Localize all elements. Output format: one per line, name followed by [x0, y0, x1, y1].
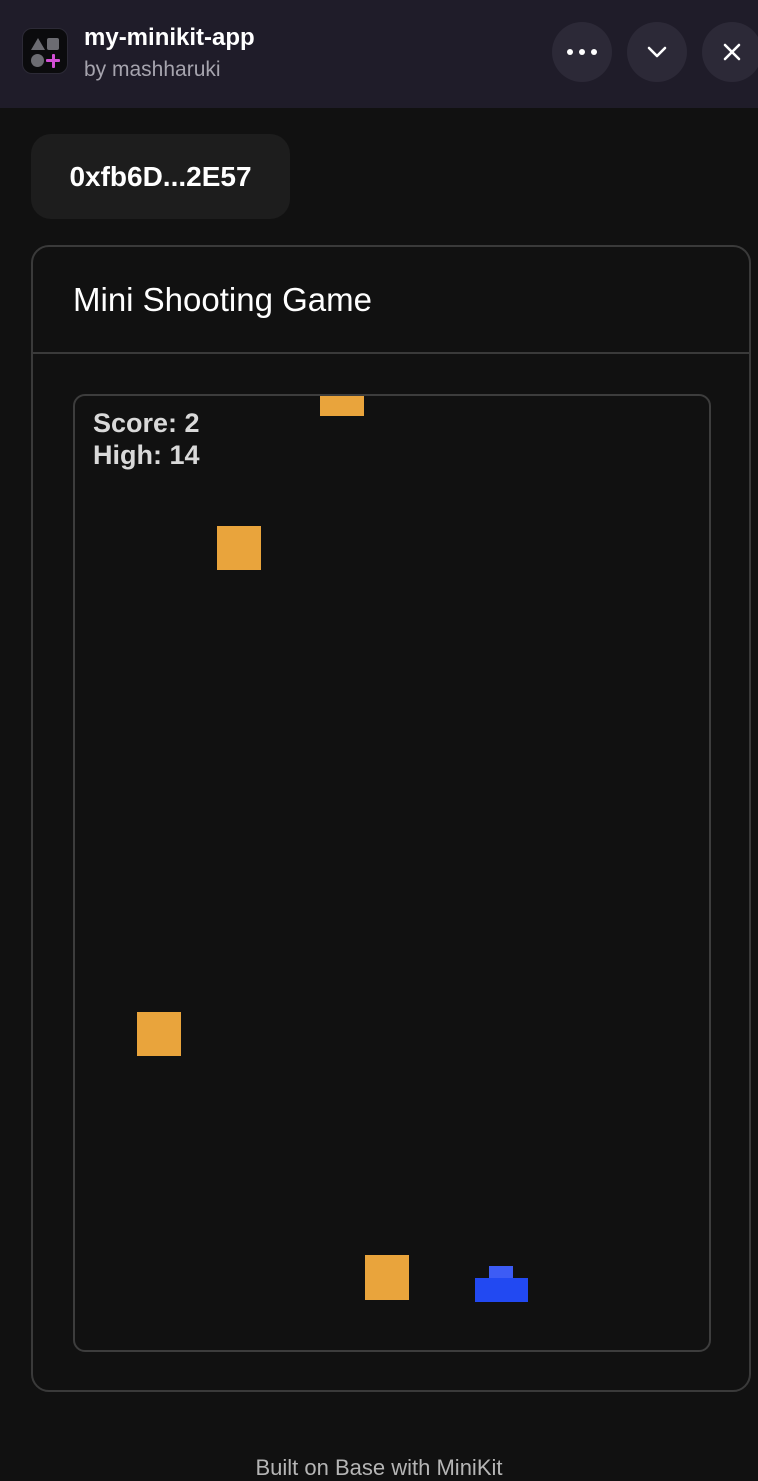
- app-icon: [22, 28, 68, 74]
- ellipsis-icon: [567, 49, 597, 55]
- enemy-block: [217, 526, 261, 570]
- high-score-display: High: 14: [93, 440, 200, 470]
- collapse-button[interactable]: [627, 22, 687, 82]
- player-ship: [475, 1278, 528, 1302]
- chevron-down-icon: [647, 46, 667, 58]
- app-name: my-minikit-app: [84, 24, 255, 51]
- close-button[interactable]: [702, 22, 758, 82]
- square-shape-icon: [47, 38, 59, 50]
- footer-text: Built on Base with MiniKit: [255, 1455, 503, 1480]
- app-author: by mashharuki: [84, 58, 221, 81]
- circle-shape-icon: [31, 54, 44, 67]
- mini-app-header: my-minikit-app by mashharuki: [0, 0, 758, 108]
- game-canvas[interactable]: Score: 2 High: 14: [73, 394, 711, 1352]
- game-title: Mini Shooting Game: [73, 281, 372, 318]
- enemy-block: [365, 1255, 409, 1300]
- enemy-block: [137, 1012, 181, 1056]
- plus-icon-stem: [51, 53, 55, 68]
- game-card: Mini Shooting Game Score: 2 High: 14: [31, 245, 751, 1392]
- card-divider: [33, 352, 749, 354]
- player-ship-turret: [489, 1266, 513, 1278]
- enemy-block: [320, 396, 364, 416]
- wallet-address-button[interactable]: 0xfb6D...2E57: [31, 134, 290, 219]
- more-options-button[interactable]: [552, 22, 612, 82]
- triangle-shape-icon: [31, 38, 45, 50]
- close-icon: [723, 43, 741, 61]
- score-display: Score: 2: [93, 408, 200, 438]
